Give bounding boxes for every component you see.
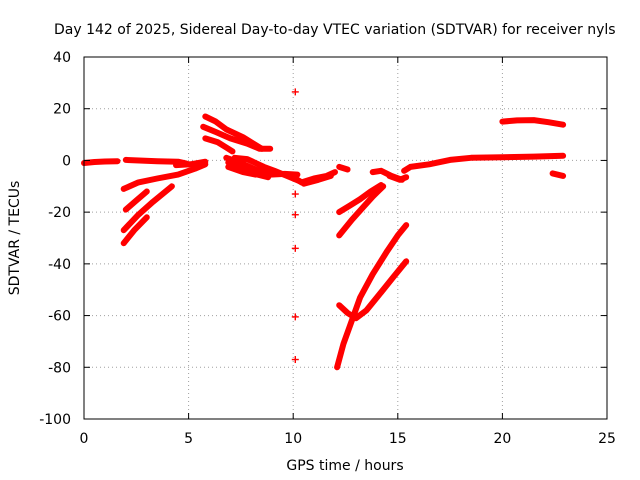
chart-title: Day 142 of 2025, Sidereal Day-to-day VTE… — [54, 22, 616, 38]
data-point — [291, 313, 299, 321]
x-tick-label: 0 — [80, 431, 89, 447]
x-tick-label: 5 — [184, 431, 193, 447]
data-segment — [231, 154, 303, 185]
x-tick-label: 20 — [493, 431, 511, 447]
y-tick-label: 0 — [62, 153, 71, 169]
y-tick-label: -40 — [48, 257, 71, 273]
y-tick-label: -60 — [48, 309, 71, 325]
data-point — [291, 211, 299, 219]
plot-frame — [83, 56, 608, 420]
data-segment — [401, 152, 567, 174]
data-segment — [200, 123, 274, 152]
data-segment — [300, 172, 334, 187]
data-segment — [173, 158, 209, 169]
data-segment — [81, 158, 121, 166]
data-segment — [336, 163, 351, 173]
y-tick-label: 40 — [53, 50, 71, 66]
data-point — [291, 356, 299, 364]
data-segment — [386, 172, 410, 183]
x-tick-label: 25 — [598, 431, 616, 447]
x-tick-label: 10 — [284, 431, 302, 447]
data-point — [291, 244, 299, 252]
data-segment — [120, 183, 175, 234]
data-segment — [334, 222, 410, 371]
data-segment — [336, 182, 385, 216]
data-segment — [122, 188, 150, 213]
y-tick-label: -100 — [39, 412, 71, 428]
data-segment — [120, 161, 209, 192]
y-tick-label: 20 — [53, 102, 71, 118]
x-tick-label: 15 — [389, 431, 407, 447]
data-series — [81, 88, 567, 371]
data-segment — [225, 163, 259, 178]
data-point — [291, 190, 299, 198]
data-segment — [120, 214, 150, 247]
y-tick-label: -80 — [48, 360, 71, 376]
grid-lines — [84, 57, 607, 419]
data-segment — [549, 170, 567, 179]
data-segment — [336, 183, 387, 239]
y-tick-label: -20 — [48, 205, 71, 221]
data-segment — [336, 258, 410, 322]
data-point — [291, 88, 299, 96]
data-segment — [499, 117, 567, 128]
y-tick-labels: -100 -80 -60 -40 -20 0 20 40 — [39, 50, 71, 428]
axis-ticks — [83, 56, 608, 420]
x-axis-label: GPS time / hours — [286, 458, 403, 474]
x-tick-labels: 0 5 10 15 20 25 — [80, 431, 616, 447]
y-axis-label: SDTVAR / TECUs — [7, 181, 23, 296]
data-segment — [202, 135, 236, 155]
